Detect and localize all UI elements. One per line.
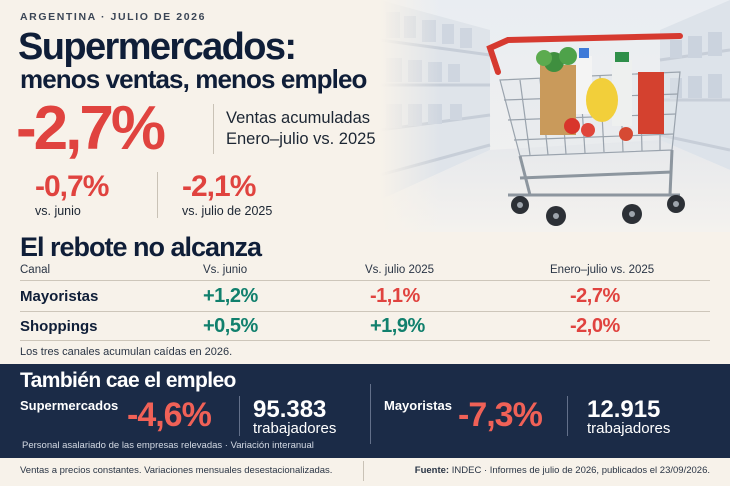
column-header: Canal — [20, 264, 51, 276]
employment-label: Supermercados — [20, 398, 119, 413]
sub-stat-value: -2,1% — [182, 170, 256, 203]
table-rule — [20, 311, 710, 312]
employment-count: 12.915 — [587, 396, 661, 423]
sub-stat-caption: vs. junio — [35, 204, 81, 218]
table-cell: -1,1% — [370, 285, 420, 307]
table-cell: -2,0% — [570, 315, 620, 337]
footer-note: Ventas a precios constantes. Variaciones… — [20, 465, 333, 476]
divider — [239, 396, 240, 436]
source-text: INDEC · Informes de julio de 2026, publi… — [451, 465, 710, 476]
column-header: Vs. julio 2025 — [365, 264, 435, 276]
table-note: Los tres canales acumulan caídas en 2026… — [20, 346, 233, 358]
employment-pct: -4,6% — [127, 396, 212, 434]
table-title: El rebote no alcanza — [20, 232, 262, 262]
table-rule — [20, 280, 710, 281]
employment-unit: trabajadores — [253, 420, 337, 437]
column-header: Vs. junio — [203, 264, 248, 276]
employment-title: También cae el empleo — [20, 369, 236, 392]
headline-caption-line1: Ventas acumuladas — [226, 109, 371, 127]
sub-stat-value: -0,7% — [35, 170, 109, 203]
employment-footnote: Personal asalariado de las empresas rele… — [22, 440, 314, 451]
hero-fade — [380, 0, 440, 232]
headline-value: -2,7% — [16, 94, 166, 163]
employment-label: Mayoristas — [384, 398, 452, 413]
supermarket-cart-illustration — [380, 0, 730, 232]
divider — [567, 396, 568, 436]
divider — [370, 384, 371, 444]
table-cell: +0,5% — [203, 315, 258, 337]
row-label: Mayoristas — [20, 288, 99, 305]
column-header: Enero–julio vs. 2025 — [550, 264, 655, 276]
footer-source: Fuente: INDEC · Informes de julio de 202… — [415, 465, 710, 476]
page-title: Supermercados: — [18, 26, 297, 68]
page-subtitle: menos ventas, menos empleo — [20, 64, 367, 94]
row-label: Shoppings — [20, 318, 98, 335]
divider — [363, 461, 364, 481]
kicker: ARGENTINA · JULIO DE 2026 — [20, 11, 207, 23]
table-cell: +1,9% — [370, 315, 425, 337]
headline-caption: Ventas acumuladas Enero–julio vs. 2025 — [226, 108, 376, 150]
divider — [157, 172, 158, 218]
table-cell: +1,2% — [203, 285, 258, 307]
table-cell: -2,7% — [570, 285, 620, 307]
divider — [213, 104, 214, 154]
employment-band — [0, 364, 730, 458]
employment-unit: trabajadores — [587, 420, 671, 437]
employment-pct: -7,3% — [458, 396, 543, 434]
employment-count: 95.383 — [253, 396, 327, 423]
source-label: Fuente: — [414, 465, 450, 476]
headline-caption-line2: Enero–julio vs. 2025 — [226, 130, 376, 148]
sub-stat-caption: vs. julio de 2025 — [182, 204, 273, 218]
table-rule — [20, 340, 710, 341]
